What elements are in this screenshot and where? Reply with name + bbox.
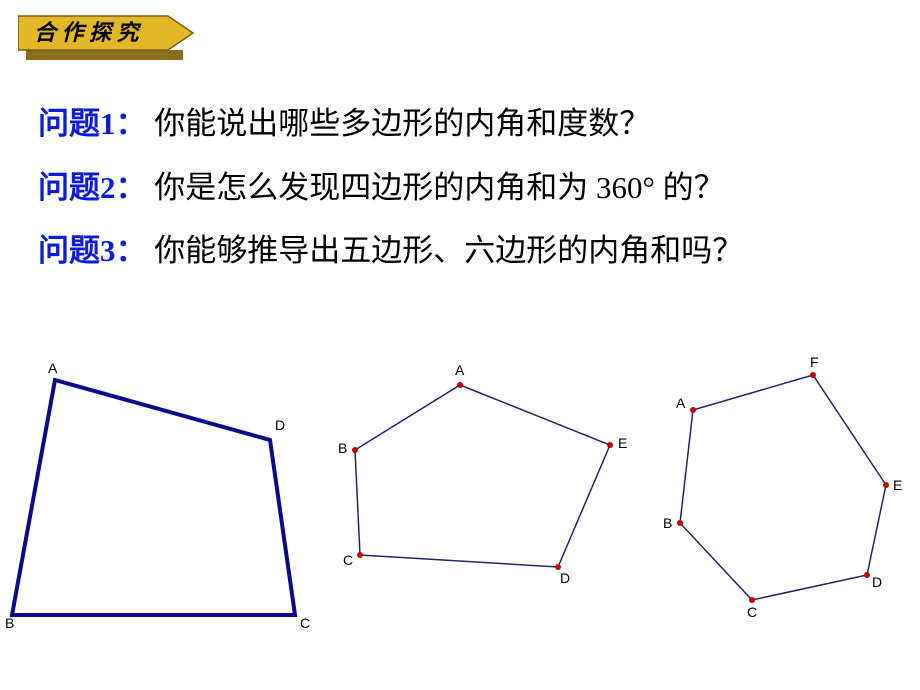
hexagon-vertices: A F E D C B	[663, 354, 902, 620]
vertex-label-B: B	[5, 615, 14, 631]
vertex-label-C: C	[300, 615, 310, 631]
vertex-dot-D	[864, 572, 870, 578]
banner-text: 合 作 探 究	[34, 20, 142, 45]
shapes-svg: A D C B A E D C B A F E D C B	[0, 345, 920, 645]
question-2: 问题2： 你是怎么发现四边形的内角和为 360° 的？	[38, 156, 743, 220]
vertex-dot-A	[690, 407, 696, 413]
banner: 合 作 探 究	[18, 10, 198, 70]
q3-text: 你能够推导出五边形、六边形的内角和吗？	[154, 233, 743, 268]
vertex-label-A: A	[455, 362, 465, 378]
vertex-label-E: E	[893, 477, 902, 493]
vertex-dot-E	[607, 442, 613, 448]
vertex-label-B: B	[338, 440, 347, 456]
vertex-label-A: A	[48, 360, 58, 376]
hexagon: A F E D C B	[663, 354, 902, 620]
vertex-label-F: F	[810, 354, 819, 370]
vertex-dot-C	[749, 597, 755, 603]
banner-svg: 合 作 探 究	[18, 10, 198, 65]
question-3: 问题3： 你能够推导出五边形、六边形的内角和吗？	[38, 219, 743, 283]
q1-label: 问题1：	[38, 106, 147, 141]
vertex-dot-F	[810, 372, 816, 378]
q2-label: 问题2：	[38, 170, 147, 205]
vertex-dot-A	[457, 382, 463, 388]
quadrilateral: A D C B	[5, 360, 310, 631]
vertex-label-C: C	[343, 552, 353, 568]
vertex-label-D: D	[872, 574, 882, 590]
hexagon-polygon	[680, 375, 886, 600]
q2-text: 你是怎么发现四边形的内角和为 360° 的？	[154, 170, 724, 205]
vertex-label-A: A	[676, 395, 686, 411]
vertex-label-C: C	[747, 604, 757, 620]
vertex-dot-E	[883, 482, 889, 488]
q1-text: 你能说出哪些多边形的内角和度数？	[154, 106, 650, 141]
shapes-row: A D C B A E D C B A F E D C B	[0, 345, 920, 645]
vertex-dot-B	[352, 447, 358, 453]
questions-block: 问题1： 你能说出哪些多边形的内角和度数？ 问题2： 你是怎么发现四边形的内角和…	[38, 92, 743, 283]
vertex-label-D: D	[560, 570, 570, 586]
pentagon-polygon	[355, 385, 610, 567]
vertex-label-B: B	[663, 515, 672, 531]
pentagon-vertices: A E D C B	[338, 362, 627, 586]
vertex-dot-C	[357, 552, 363, 558]
pentagon: A E D C B	[338, 362, 627, 586]
vertex-dot-B	[677, 520, 683, 526]
q3-label: 问题3：	[38, 233, 147, 268]
vertex-label-E: E	[618, 435, 627, 451]
quad-polygon	[12, 380, 295, 615]
vertex-label-D: D	[275, 417, 285, 433]
question-1: 问题1： 你能说出哪些多边形的内角和度数？	[38, 92, 743, 156]
